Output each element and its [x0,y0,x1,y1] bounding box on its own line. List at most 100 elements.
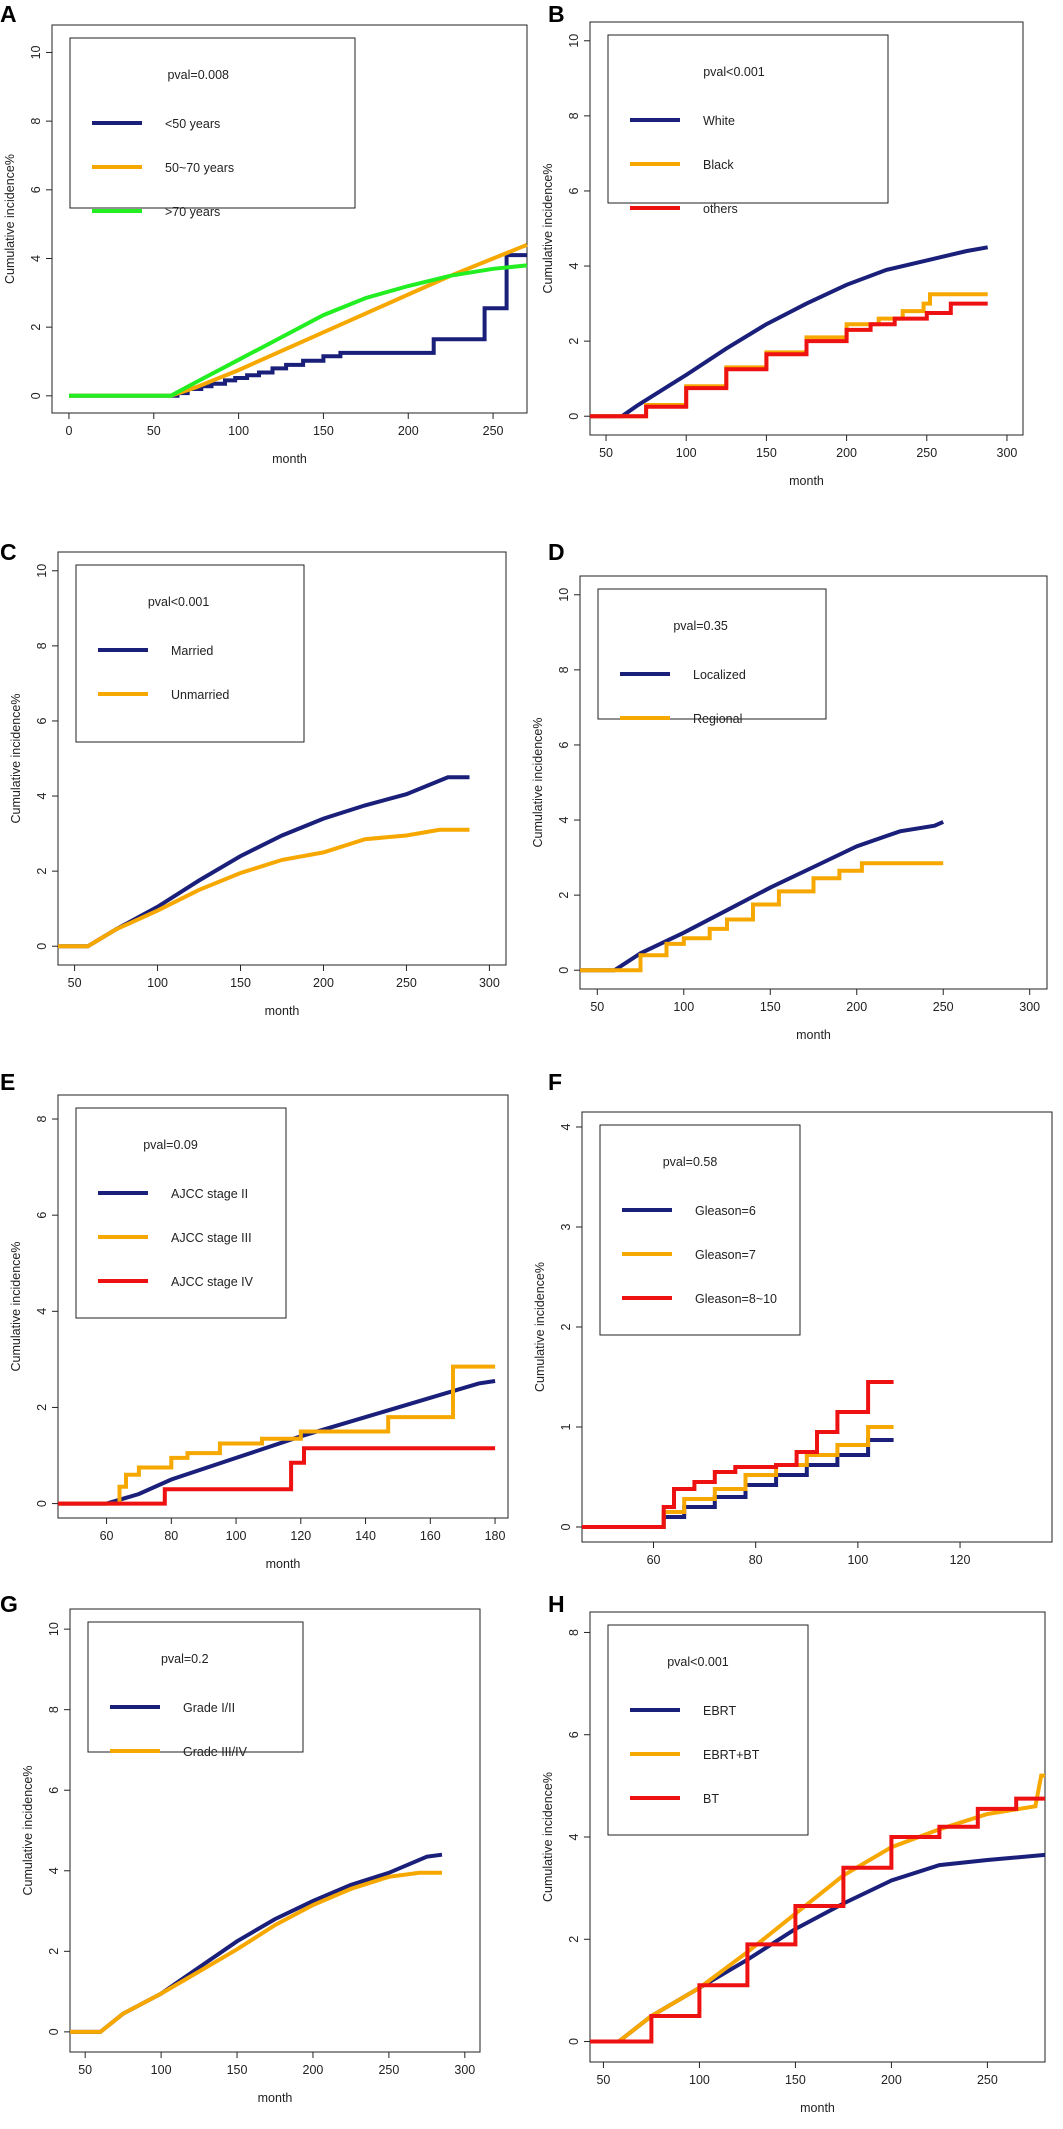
series-line-1 [58,1364,496,1506]
series-line-1 [70,1870,442,2034]
pval-label: pval<0.001 [667,1655,729,1669]
pval-label: pval<0.001 [148,595,210,609]
y-tick-label: 8 [29,118,43,125]
y-tick-label: 0 [35,943,49,950]
y-tick-label: 6 [29,186,43,193]
plot-frame [589,21,1024,436]
x-tick-label: 200 [303,2063,324,2077]
pval-label: pval=0.58 [663,1155,718,1169]
panel-c: C 50 100 150 200 250 300 0 2 4 6 8 10 month Cumulative… [0,539,507,1018]
y-tick-label: 0 [35,1500,49,1507]
legend-entry: Gleason=8~10 [695,1292,777,1306]
x-tick-label: 300 [997,446,1018,460]
x-tick-label: 300 [454,2063,475,2077]
y-tick-label: 2 [557,892,571,899]
panel-h: H 50 100 150 200 250 0 2 4 6 8 month Cumulative inci… [541,1591,1046,2115]
y-tick-label: 0 [47,2028,61,2035]
y-tick-label: 0 [567,2038,581,2045]
legend-box [75,564,305,743]
legend-entry: <50 years [165,117,220,131]
plot-frame [579,575,1048,990]
y-tick-label: 6 [47,1787,61,1794]
legend-entry: >70 years [165,205,220,219]
y-axis-title: Cumulative incidence% [533,1262,547,1392]
x-tick-label: 250 [483,424,504,438]
series-line-1 [582,1425,894,1529]
panel-label: C [0,539,17,565]
panel-d: D 50 100 150 200 250 300 0 2 4 6 8 10 month Cumulative… [531,539,1048,1042]
x-tick-label: 100 [689,2073,710,2087]
series-line-2 [58,1446,496,1506]
x-tick-label: 250 [916,446,937,460]
x-tick-label: 200 [398,424,419,438]
legend-entry: EBRT+BT [703,1748,760,1762]
y-tick-label: 10 [35,564,49,578]
x-tick-label: 200 [846,1000,867,1014]
y-tick-label: 6 [35,717,49,724]
legend-entry: AJCC stage II [171,1187,248,1201]
y-axis-title: Cumulative incidence% [541,1772,555,1902]
y-axis-title: Cumulative incidence% [9,1242,23,1372]
y-tick-label: 8 [47,1706,61,1713]
plot-frame [69,1608,481,2053]
legend-entry: Unmarried [171,688,229,702]
series-line-1 [580,861,944,973]
x-tick-label: 150 [230,976,251,990]
y-tick-label: 10 [557,588,571,602]
x-axis-title: month [266,1557,301,1571]
legend-entry: others [703,202,738,216]
legend-entry: Localized [693,668,746,682]
y-tick-label: 8 [35,1116,49,1123]
y-tick-label: 10 [29,45,43,59]
x-tick-label: 80 [749,1553,763,1567]
y-tick-label: 1 [559,1423,573,1430]
y-tick-label: 8 [567,1629,581,1636]
y-tick-label: 6 [557,741,571,748]
y-axis-title: Cumulative incidence% [541,164,555,294]
x-tick-label: 150 [785,2073,806,2087]
y-axis-title: Cumulative incidence% [21,1766,35,1896]
y-tick-label: 6 [567,187,581,194]
x-tick-label: 250 [977,2073,998,2087]
y-tick-label: 4 [557,817,571,824]
y-tick-label: 4 [35,793,49,800]
y-tick-label: 2 [29,324,43,331]
y-tick-label: 6 [567,1731,581,1738]
legend-box [87,1621,304,1753]
y-axis-title: Cumulative incidence% [531,718,545,848]
x-tick-label: 60 [647,1553,661,1567]
legend-entry: EBRT [703,1704,736,1718]
x-axis-title: month [258,2091,293,2105]
plot-frame [57,551,507,966]
y-tick-label: 8 [557,666,571,673]
x-tick-label: 120 [290,1529,311,1543]
x-tick-label: 160 [420,1529,441,1543]
y-tick-label: 3 [559,1223,573,1230]
y-tick-label: 4 [567,1833,581,1840]
x-tick-label: 140 [355,1529,376,1543]
x-tick-label: 300 [479,976,500,990]
series-line-0 [69,253,527,398]
legend-entry: 50~70 years [165,161,234,175]
y-tick-label: 0 [557,967,571,974]
panel-label: F [548,1069,562,1095]
pval-label: pval=0.09 [143,1138,198,1152]
panel-b: B 50 100 150 200 250 300 0 2 4 6 8 10 month Cumulative… [541,1,1024,488]
x-tick-label: 200 [313,976,334,990]
legend-entry: AJCC stage IV [171,1275,254,1289]
x-tick-label: 50 [596,2073,610,2087]
legend-entry: Regional [693,712,742,726]
y-tick-label: 8 [35,642,49,649]
x-tick-label: 250 [378,2063,399,2077]
x-tick-label: 150 [227,2063,248,2077]
x-tick-label: 150 [313,424,334,438]
legend-entry: BT [703,1792,719,1806]
legend-entry: Gleason=6 [695,1204,756,1218]
series-line-1 [69,242,528,398]
panel-label: H [548,1591,565,1617]
x-axis-title: month [265,1004,300,1018]
x-tick-label: 300 [1019,1000,1040,1014]
y-tick-label: 4 [35,1308,49,1315]
series-line-0 [58,775,470,949]
x-tick-label: 150 [760,1000,781,1014]
